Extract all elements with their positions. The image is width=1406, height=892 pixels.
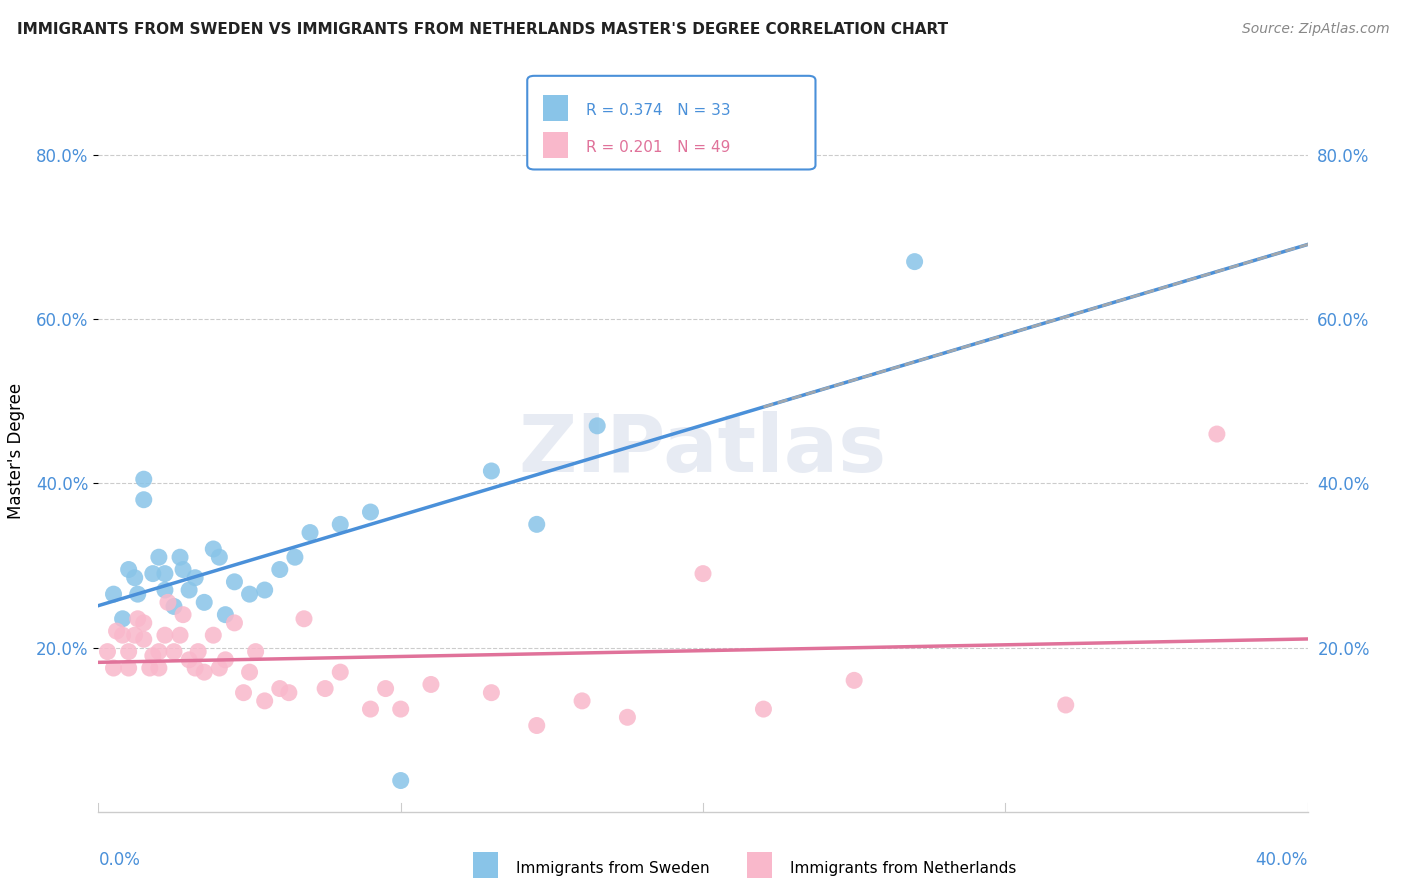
- Point: [139, 661, 162, 675]
- Point: [127, 587, 149, 601]
- Point: [692, 566, 714, 581]
- Point: [132, 632, 155, 647]
- Point: [153, 582, 176, 597]
- Point: [127, 612, 149, 626]
- Point: [526, 718, 548, 732]
- Point: [153, 566, 176, 581]
- Point: [156, 595, 179, 609]
- Point: [142, 648, 165, 663]
- Point: [1206, 427, 1229, 442]
- Text: R = 0.201   N = 49: R = 0.201 N = 49: [586, 140, 731, 155]
- Text: R = 0.374   N = 33: R = 0.374 N = 33: [586, 103, 731, 118]
- Point: [526, 517, 548, 532]
- Point: [208, 661, 231, 675]
- Point: [292, 612, 315, 626]
- Point: [586, 418, 609, 433]
- Point: [105, 624, 128, 639]
- Point: [169, 550, 191, 565]
- Point: [269, 681, 291, 696]
- Text: 0.0%: 0.0%: [98, 852, 141, 870]
- Point: [844, 673, 866, 688]
- Point: [224, 574, 246, 589]
- Point: [172, 607, 194, 622]
- Point: [481, 686, 503, 700]
- Point: [389, 702, 412, 716]
- Point: [253, 694, 276, 708]
- Point: [124, 571, 146, 585]
- Point: [904, 254, 927, 268]
- Point: [208, 550, 231, 565]
- Point: [187, 645, 209, 659]
- Point: [616, 710, 638, 724]
- Text: ZIPatlas: ZIPatlas: [519, 411, 887, 490]
- Point: [103, 587, 125, 601]
- Point: [420, 677, 443, 691]
- Point: [184, 661, 207, 675]
- Point: [148, 645, 170, 659]
- Point: [118, 562, 141, 576]
- Point: [103, 661, 125, 675]
- Text: Source: ZipAtlas.com: Source: ZipAtlas.com: [1241, 22, 1389, 37]
- Point: [214, 607, 236, 622]
- Point: [360, 702, 382, 716]
- Point: [1054, 698, 1077, 712]
- Y-axis label: Master's Degree: Master's Degree: [7, 383, 25, 518]
- Text: Immigrants from Sweden: Immigrants from Sweden: [516, 862, 710, 876]
- Point: [148, 550, 170, 565]
- Point: [481, 464, 503, 478]
- Point: [169, 628, 191, 642]
- Point: [193, 665, 215, 680]
- Point: [202, 541, 225, 556]
- Point: [329, 665, 352, 680]
- Point: [284, 550, 307, 565]
- Point: [299, 525, 322, 540]
- Point: [179, 582, 201, 597]
- Point: [184, 571, 207, 585]
- Point: [111, 612, 134, 626]
- Text: 40.0%: 40.0%: [1256, 852, 1308, 870]
- Point: [193, 595, 215, 609]
- Point: [202, 628, 225, 642]
- Point: [277, 686, 299, 700]
- Point: [179, 653, 201, 667]
- Point: [571, 694, 593, 708]
- Point: [329, 517, 352, 532]
- Point: [253, 582, 276, 597]
- Point: [224, 615, 246, 630]
- Point: [752, 702, 775, 716]
- Point: [389, 773, 412, 788]
- Point: [172, 562, 194, 576]
- Text: IMMIGRANTS FROM SWEDEN VS IMMIGRANTS FROM NETHERLANDS MASTER'S DEGREE CORRELATIO: IMMIGRANTS FROM SWEDEN VS IMMIGRANTS FRO…: [17, 22, 948, 37]
- Point: [124, 628, 146, 642]
- Point: [232, 686, 254, 700]
- Point: [148, 661, 170, 675]
- Point: [163, 599, 186, 614]
- Point: [132, 492, 155, 507]
- Point: [239, 587, 262, 601]
- Point: [142, 566, 165, 581]
- Point: [118, 645, 141, 659]
- Point: [239, 665, 262, 680]
- Point: [111, 628, 134, 642]
- Point: [153, 628, 176, 642]
- Point: [132, 472, 155, 486]
- Point: [214, 653, 236, 667]
- Point: [374, 681, 396, 696]
- Point: [118, 661, 141, 675]
- Text: Immigrants from Netherlands: Immigrants from Netherlands: [790, 862, 1017, 876]
- Point: [245, 645, 267, 659]
- Point: [360, 505, 382, 519]
- Point: [163, 645, 186, 659]
- Point: [96, 645, 118, 659]
- Point: [314, 681, 336, 696]
- Point: [132, 615, 155, 630]
- Point: [269, 562, 291, 576]
